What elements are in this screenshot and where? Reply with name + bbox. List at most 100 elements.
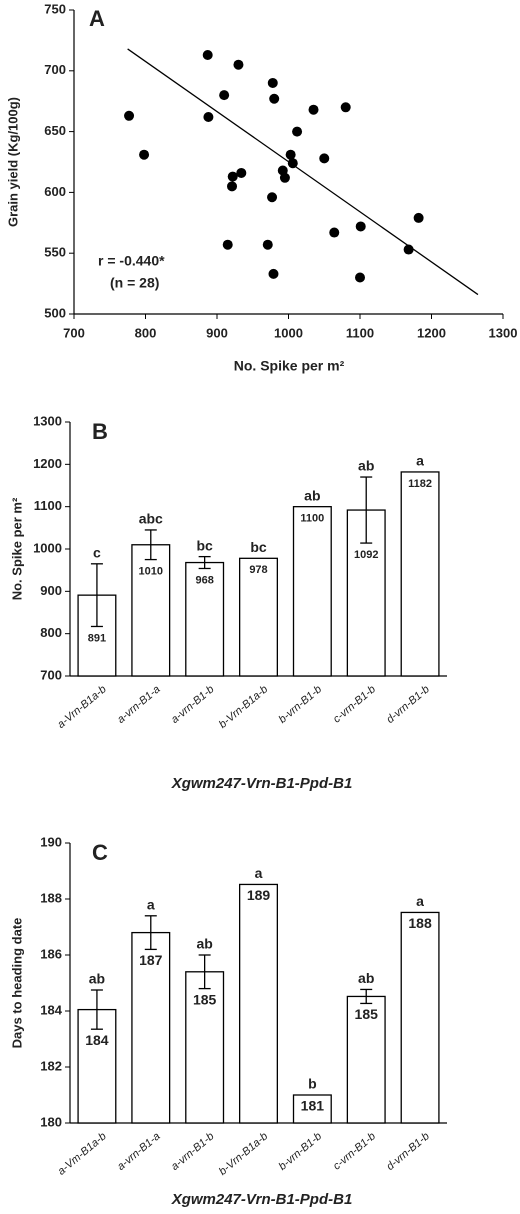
point	[285, 149, 296, 160]
value-label: 891	[88, 632, 106, 644]
significance-letter: bc	[250, 539, 267, 555]
point	[233, 59, 244, 70]
x-tick-label: a-vrn-B1-b	[169, 1130, 217, 1173]
x-tick-label: 700	[63, 325, 85, 340]
y-tick-label: 186	[40, 946, 62, 961]
bar	[400, 911, 440, 1124]
point	[267, 77, 278, 88]
significance-letter: a	[416, 893, 424, 909]
point	[319, 153, 330, 164]
value-label: 978	[249, 564, 267, 576]
y-tick-label: 190	[40, 834, 62, 849]
x-tick-label: b-Vrn-B1a-b	[217, 683, 270, 731]
y-tick-label: 1300	[33, 413, 62, 428]
point	[268, 268, 279, 279]
value-label: 1092	[354, 549, 378, 561]
bar	[131, 544, 171, 677]
y-tick-label: 1200	[33, 456, 62, 471]
value-label: 1182	[408, 478, 432, 490]
significance-letter: abc	[139, 511, 163, 527]
point	[267, 192, 278, 203]
point	[227, 171, 238, 182]
y-tick-label: 1000	[33, 540, 62, 555]
bar	[292, 1094, 332, 1124]
x-tick-label: 1200	[417, 325, 446, 340]
bar	[346, 995, 386, 1124]
annotation: (n = 28)	[110, 275, 159, 291]
value-label: 185	[193, 991, 217, 1007]
point	[236, 167, 247, 178]
panel: B 700 800 900 1000 1100 1200 1300 No. Spike per …	[9, 413, 447, 792]
y-tick-label: 900	[40, 583, 62, 598]
x-tick-label: a-vrn-B1-b	[169, 683, 217, 726]
error-bar	[144, 915, 157, 951]
error-bar	[360, 988, 373, 1005]
error-bar	[198, 555, 211, 570]
error-bar	[144, 529, 157, 561]
y-tick-label: 800	[40, 625, 62, 640]
significance-letter: b	[308, 1076, 317, 1092]
significance-letter: ab	[196, 936, 212, 952]
significance-letter: a	[147, 897, 155, 913]
y-tick-label: 500	[44, 305, 66, 320]
point	[355, 272, 365, 283]
point	[139, 149, 150, 160]
value-label: 188	[408, 915, 432, 931]
significance-letter: a	[416, 453, 424, 469]
significance-letter: ab	[358, 458, 374, 474]
y-tick-label: 750	[44, 1, 66, 16]
bar	[400, 471, 440, 677]
x-tick-label: b-vrn-B1-b	[277, 1130, 325, 1173]
point	[329, 227, 340, 238]
x-tick-label: d-vrn-B1-b	[384, 1130, 432, 1173]
x-tick-label: a-Vrn-B1a-b	[55, 683, 108, 731]
point	[413, 212, 424, 223]
point	[269, 93, 280, 104]
bar	[185, 971, 225, 1124]
significance-letter: bc	[196, 537, 213, 553]
point	[262, 239, 273, 250]
x-tick-label: 1000	[274, 325, 303, 340]
significance-letter: ab	[89, 971, 105, 987]
x-tick-label: a-vrn-B1-a	[115, 1130, 163, 1173]
panel-label: B	[92, 419, 108, 444]
x-tick-label: 1300	[489, 325, 518, 340]
x-tick-label: 900	[206, 325, 228, 340]
point	[355, 221, 366, 232]
value-label: 1010	[139, 565, 163, 577]
x-tick-label: a-Vm-B1a-b	[56, 1130, 109, 1177]
x-tick-label: c-vrn-B1-b	[331, 1130, 378, 1172]
point	[340, 102, 351, 113]
y-tick-label: 650	[44, 123, 66, 138]
trend-line	[127, 48, 479, 296]
point	[279, 172, 290, 183]
point	[222, 239, 233, 250]
y-axis-label: No. Spike per m²	[9, 497, 24, 600]
significance-letter: ab	[304, 487, 320, 503]
y-axis-label: Grain yield (Kg/100g)	[5, 97, 20, 227]
point	[308, 104, 319, 115]
y-axis-label: Days to heading date	[9, 918, 24, 1049]
point	[219, 90, 230, 101]
point	[292, 126, 303, 137]
bar	[238, 883, 278, 1124]
y-tick-label: 184	[40, 1002, 62, 1017]
value-label: 187	[139, 952, 163, 968]
error-bar	[360, 476, 373, 544]
panel-label: C	[92, 840, 108, 865]
x-tick-label: 800	[135, 325, 157, 340]
y-tick-label: 600	[44, 184, 66, 199]
point	[227, 181, 238, 192]
bar	[185, 561, 225, 677]
value-label: 184	[85, 1032, 109, 1048]
panel: C 180 182 184 186 188 190 Days to heading date X…	[9, 834, 447, 1208]
y-tick-label: 700	[44, 62, 66, 77]
bar	[238, 557, 278, 677]
panel-label: A	[89, 6, 105, 31]
annotation: r = -0.440*	[98, 253, 165, 269]
bar	[292, 506, 332, 677]
x-tick-label: b-vrn-B1-b	[277, 683, 325, 726]
significance-letter: a	[255, 865, 263, 881]
error-bar	[90, 989, 103, 1030]
